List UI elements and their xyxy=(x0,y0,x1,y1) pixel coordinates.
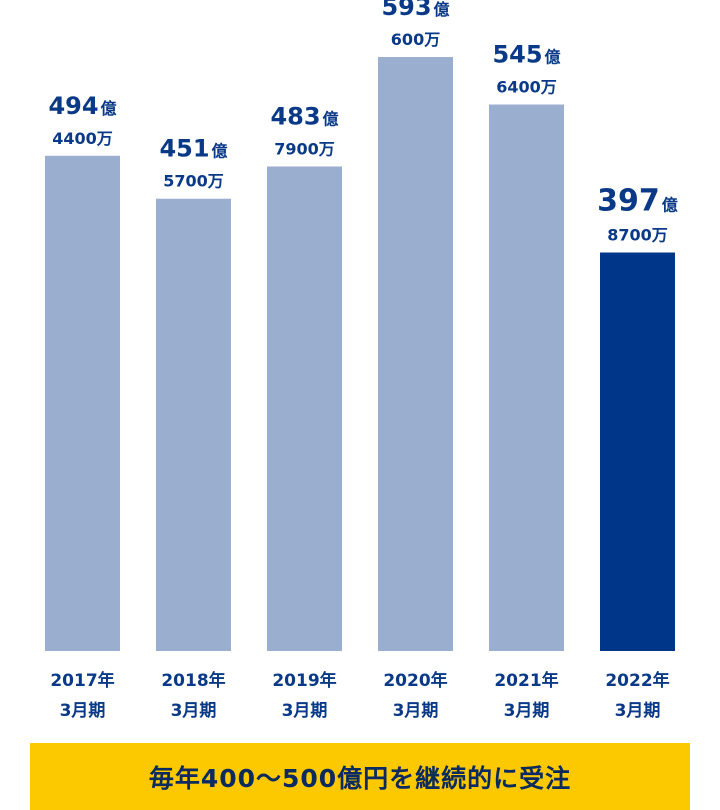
x-tick-label-period: 3月期 xyxy=(393,701,439,721)
x-tick-label-period: 3月期 xyxy=(60,701,106,721)
bar xyxy=(600,252,675,652)
x-tick-label-period: 3月期 xyxy=(504,701,550,721)
summary-banner: 毎年400〜500億円を継続的に受注 xyxy=(30,743,690,810)
data-label-man: 8700万 xyxy=(607,226,668,245)
data-label-man: 7900万 xyxy=(274,139,335,158)
data-label-man: 6400万 xyxy=(496,78,557,97)
data-label-oku-number: 397 xyxy=(597,184,660,219)
data-label-oku-unit: 億 xyxy=(323,109,339,128)
x-tick-label-year: 2020年 xyxy=(383,670,447,691)
x-tick-label-year: 2019年 xyxy=(272,670,336,691)
data-label-oku-number: 451 xyxy=(159,135,209,163)
data-label-oku: 397 億 xyxy=(597,184,678,219)
x-tick-label-period: 3月期 xyxy=(171,701,217,721)
data-label-oku-unit: 億 xyxy=(434,0,450,19)
data-label-oku-unit: 億 xyxy=(101,99,117,118)
x-tick-label-period: 3月期 xyxy=(615,701,661,721)
bar xyxy=(267,166,342,652)
data-label-oku: 451 億 xyxy=(159,135,227,163)
data-label-oku: 593 億 xyxy=(381,0,449,21)
x-tick-label-year: 2021年 xyxy=(494,670,558,691)
data-label-man: 4400万 xyxy=(52,129,113,148)
data-label-oku-unit: 億 xyxy=(545,48,561,67)
data-label-man: 5700万 xyxy=(163,172,224,191)
data-label-oku-number: 545 xyxy=(492,41,542,69)
bar xyxy=(489,104,564,651)
data-label-oku-number: 494 xyxy=(48,92,98,120)
bar xyxy=(378,57,453,652)
data-label-oku: 545 億 xyxy=(492,41,560,69)
bar xyxy=(156,198,231,651)
summary-banner-text: 毎年400〜500億円を継続的に受注 xyxy=(148,763,572,793)
x-tick-label-year: 2022年 xyxy=(605,670,669,691)
x-tick-label-year: 2017年 xyxy=(50,670,114,691)
data-label-oku: 483 億 xyxy=(270,102,338,130)
bar xyxy=(45,155,120,651)
data-label-oku: 494 億 xyxy=(48,92,116,120)
data-label-man: 600万 xyxy=(391,30,440,49)
data-label-oku-unit: 億 xyxy=(662,196,678,215)
data-label-oku-number: 483 xyxy=(270,102,320,130)
data-label-oku-unit: 億 xyxy=(212,142,228,161)
x-tick-label-period: 3月期 xyxy=(282,701,328,721)
x-tick-label-year: 2018年 xyxy=(161,670,225,691)
data-label-oku-number: 593 xyxy=(381,0,431,21)
